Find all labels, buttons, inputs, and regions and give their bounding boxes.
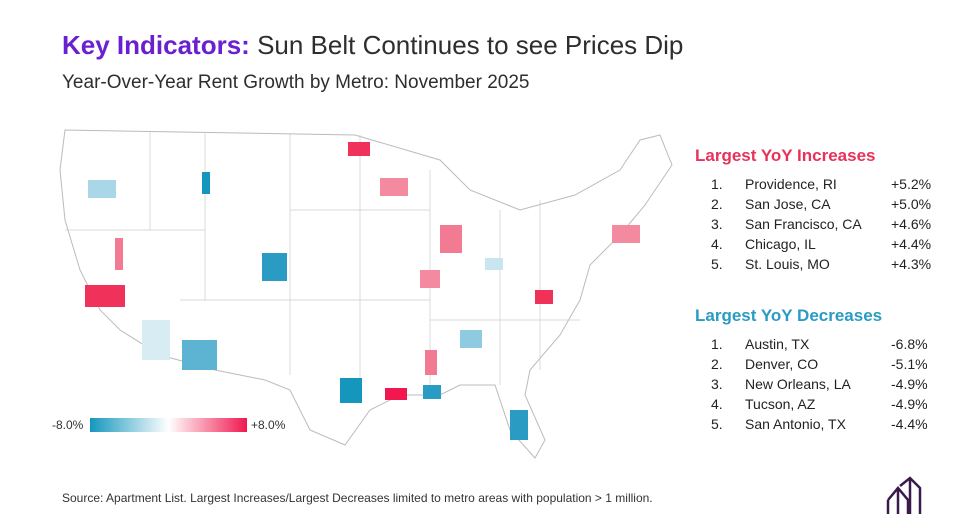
metro: Denver, CO (745, 356, 819, 372)
list-row: 2. San Jose, CA +5.0% (695, 196, 955, 216)
list-row: 4. Chicago, IL +4.4% (695, 236, 955, 256)
rank: 4. (711, 396, 723, 412)
increases-list: Largest YoY Increases 1. Providence, RI +5… (695, 146, 955, 276)
rank: 5. (711, 256, 723, 272)
metro: Providence, RI (745, 176, 837, 192)
logo (886, 476, 922, 514)
change: +4.4% (891, 236, 932, 252)
decreases-list: Largest YoY Decreases 1. Austin, TX -6.8% 2… (695, 306, 955, 436)
metro: New Orleans, LA (745, 376, 851, 392)
title-bold: Key Indicators: (62, 30, 250, 60)
list-row: 1. Providence, RI +5.2% (695, 176, 955, 196)
change: -4.9% (891, 396, 928, 412)
subtitle: Year-Over-Year Rent Growth by Metro: Nov… (62, 72, 530, 93)
metro: San Antonio, TX (745, 416, 846, 432)
metro: San Jose, CA (745, 196, 831, 212)
metro: St. Louis, MO (745, 256, 830, 272)
us-outline (59, 129, 673, 459)
rank: 1. (711, 176, 723, 192)
metro: Austin, TX (745, 336, 810, 352)
list-row: 3. New Orleans, LA -4.9% (695, 376, 955, 396)
metro: Chicago, IL (745, 236, 816, 252)
change: +4.3% (891, 256, 932, 272)
rank: 3. (711, 376, 723, 392)
rank: 3. (711, 216, 723, 232)
rank: 4. (711, 236, 723, 252)
list-row: 2. Denver, CO -5.1% (695, 356, 955, 376)
list-row: 3. San Francisco, CA +4.6% (695, 216, 955, 236)
rank: 5. (711, 416, 723, 432)
change: +5.0% (891, 196, 932, 212)
change: -4.9% (891, 376, 928, 392)
metro: San Francisco, CA (745, 216, 862, 232)
source: Source: Apartment List. Largest Increase… (62, 491, 653, 505)
list-heading: Largest YoY Increases (695, 146, 876, 165)
change: -6.8% (891, 336, 928, 352)
list-row: 5. San Antonio, TX -4.4% (695, 416, 955, 436)
rank: 2. (711, 356, 723, 372)
color-scale (90, 418, 247, 432)
legend-max: +8.0% (251, 418, 286, 432)
state-lines (65, 132, 580, 395)
list-row: 1. Austin, TX -6.8% (695, 336, 955, 356)
list-row: 4. Tucson, AZ -4.9% (695, 396, 955, 416)
list-row: 5. St. Louis, MO +4.3% (695, 256, 955, 276)
metro-areas (85, 142, 640, 440)
change: +4.6% (891, 216, 932, 232)
rank: 2. (711, 196, 723, 212)
list-heading: Largest YoY Decreases (695, 306, 883, 325)
title: Key Indicators: Sun Belt Continues to se… (62, 30, 683, 61)
legend-min: -8.0% (52, 418, 84, 432)
change: -5.1% (891, 356, 928, 372)
rank: 1. (711, 336, 723, 352)
change: -4.4% (891, 416, 928, 432)
change: +5.2% (891, 176, 932, 192)
metro: Tucson, AZ (745, 396, 816, 412)
title-rest: Sun Belt Continues to see Prices Dip (257, 30, 684, 60)
